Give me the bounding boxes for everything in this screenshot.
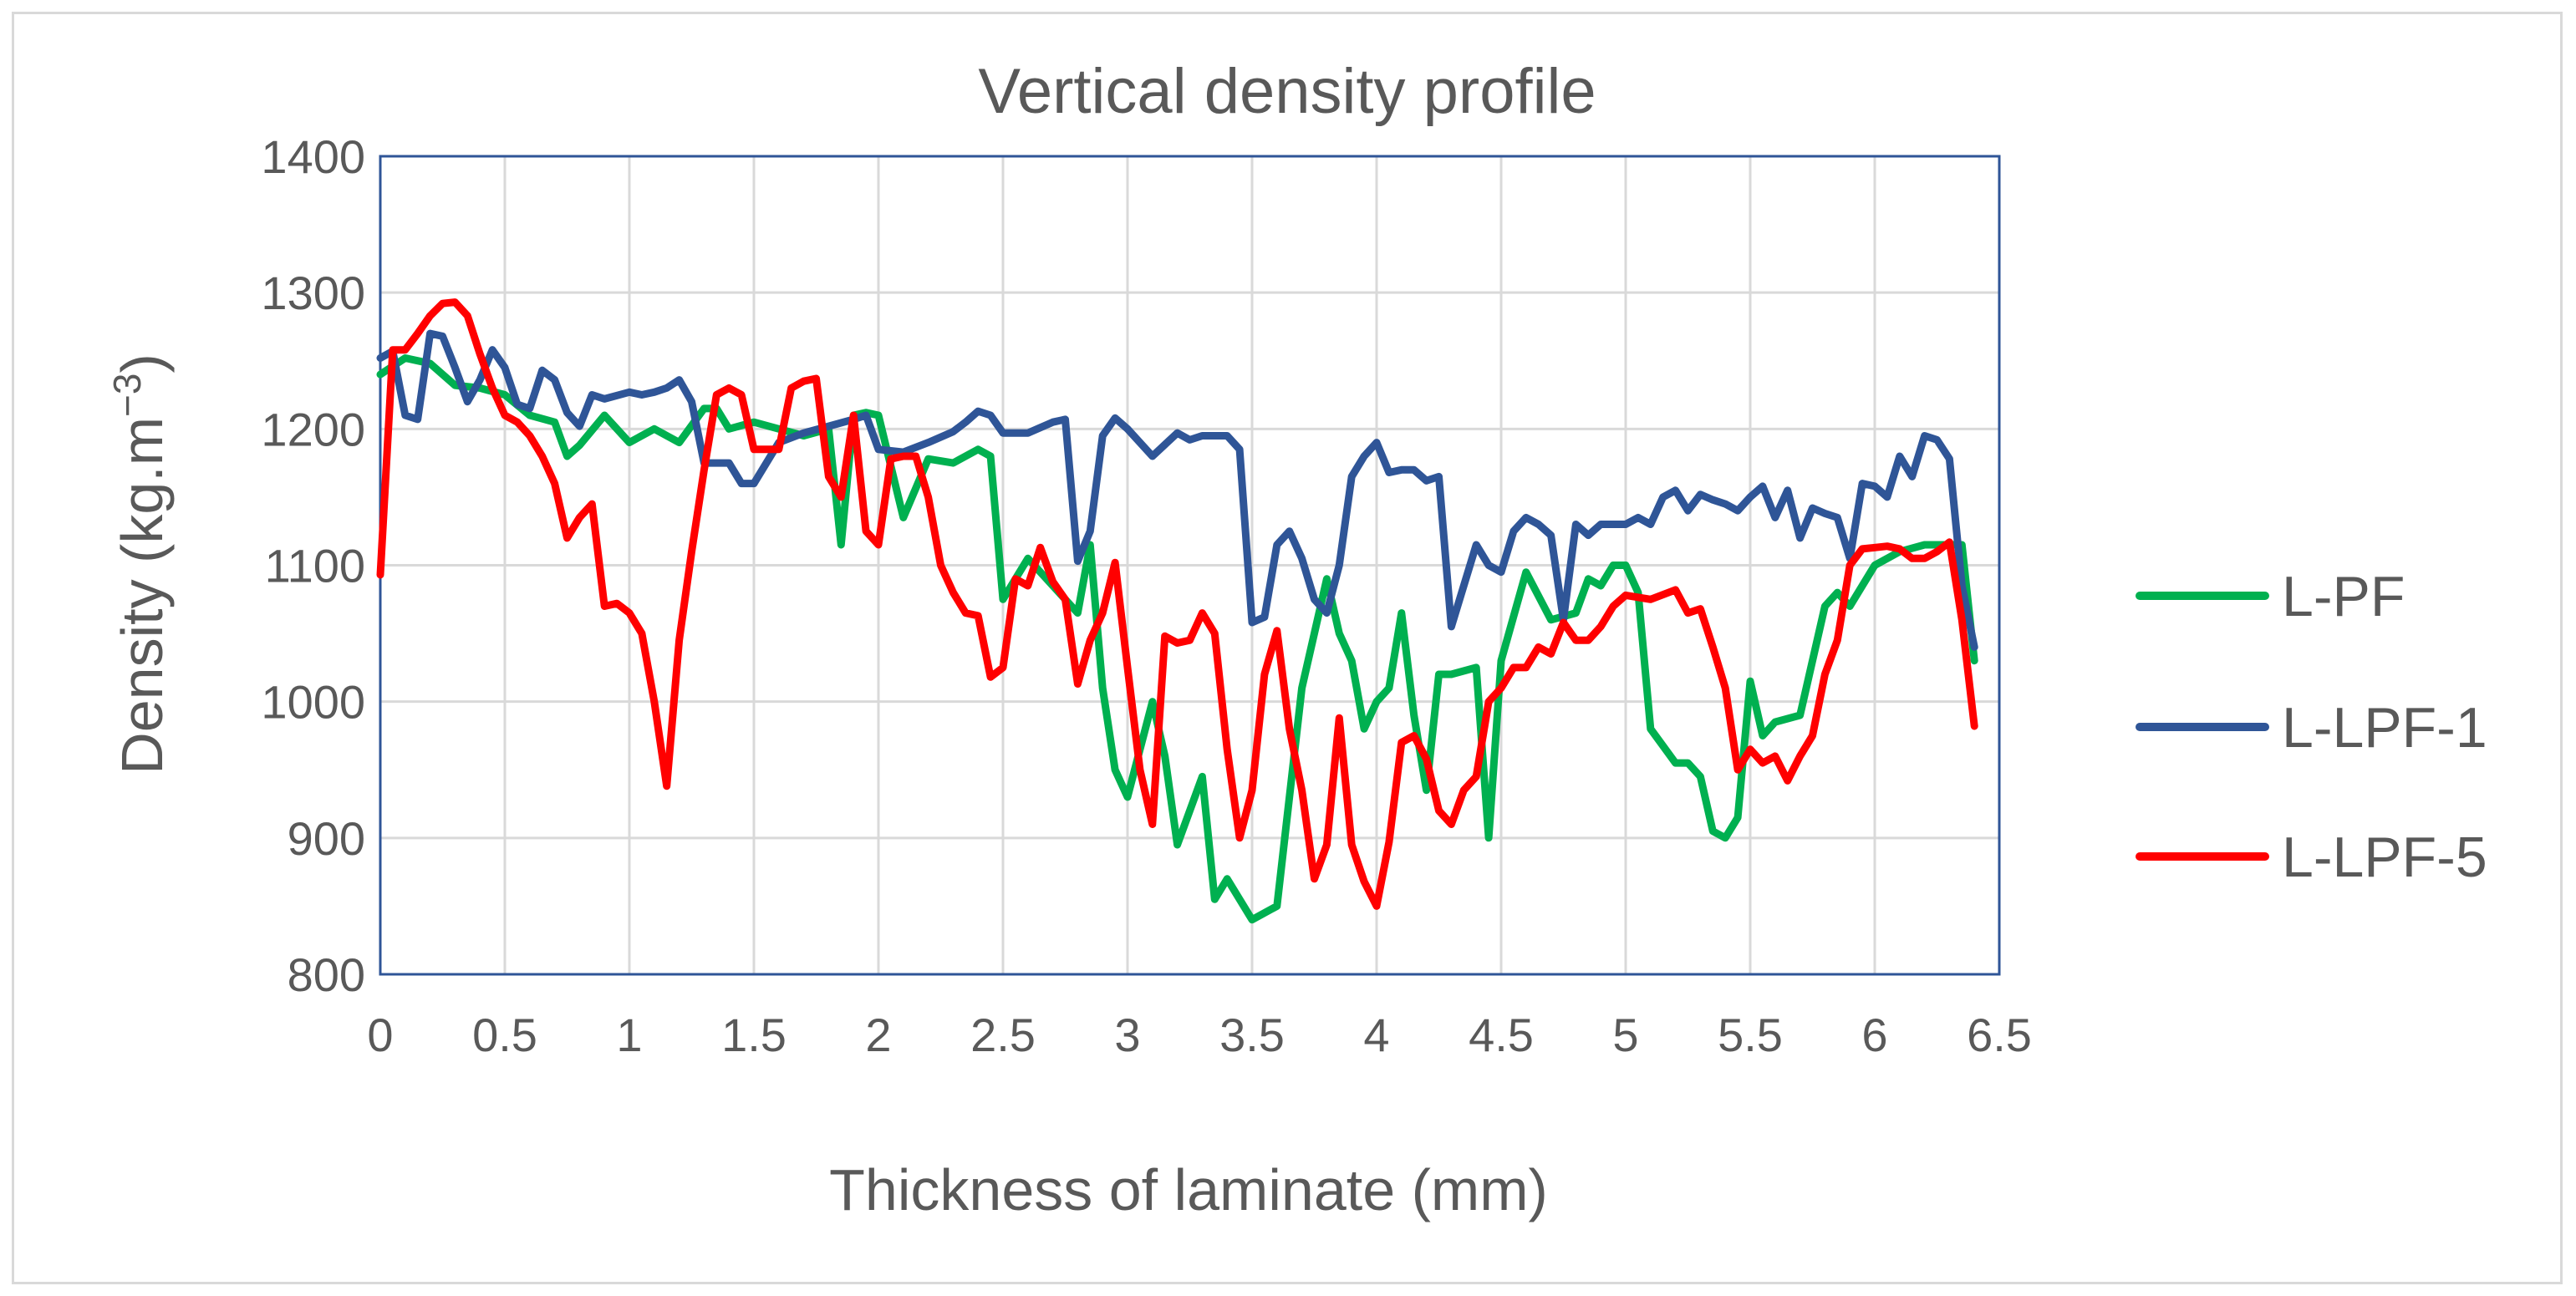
y-tick-label: 1100 (265, 540, 365, 592)
legend: L-PF L-LPF-1 L-LPF-5 (2136, 565, 2487, 889)
x-tick-label: 5 (1612, 1009, 1638, 1061)
x-tick-label: 4.5 (1469, 1009, 1534, 1061)
x-tick-label: 6.5 (1967, 1009, 2032, 1061)
series-line-l-lpf-1 (376, 329, 1978, 651)
series-lines (376, 298, 1978, 924)
y-axis-label-text: Density (kg.m (109, 417, 175, 775)
y-tick-label: 1400 (261, 130, 365, 183)
series-line-l-lpf-5 (376, 298, 1978, 910)
y-axis-label-superscript: −3 (105, 373, 149, 416)
x-tick-label: 1 (616, 1009, 642, 1061)
chart-title: Vertical density profile (978, 56, 1596, 127)
legend-label: L-LPF-1 (2282, 696, 2487, 760)
x-tick-label: 3 (1114, 1009, 1140, 1061)
y-tick-label: 900 (288, 812, 365, 865)
chart-frame (12, 12, 2563, 1284)
gridlines (379, 155, 2001, 976)
y-axis-ticks: 800 900 1000 1100 1200 1300 1400 (261, 130, 365, 1001)
x-axis-label: Thickness of laminate (mm) (829, 1157, 1548, 1222)
x-tick-label: 4 (1363, 1009, 1389, 1061)
legend-label: L-PF (2282, 565, 2405, 628)
x-tick-label: 2 (865, 1009, 891, 1061)
x-tick-label: 1.5 (721, 1009, 787, 1061)
x-tick-label: 0 (367, 1009, 393, 1061)
legend-label: L-LPF-5 (2282, 826, 2487, 889)
y-tick-label: 1000 (261, 676, 365, 729)
y-tick-label: 1200 (261, 403, 365, 455)
x-axis-ticks: 0 0.5 1 1.5 2 2.5 3 3.5 4 4.5 5 5.5 6 6.5 (367, 1009, 2032, 1061)
x-tick-label: 6 (1861, 1009, 1887, 1061)
y-axis-label: Density (kg.m−3) (105, 353, 175, 775)
x-tick-label: 5.5 (1718, 1009, 1783, 1061)
y-tick-label: 800 (288, 948, 365, 1001)
x-tick-label: 3.5 (1219, 1009, 1285, 1061)
y-axis-label-close: ) (109, 353, 175, 373)
y-tick-label: 1300 (261, 267, 365, 319)
x-tick-label: 0.5 (472, 1009, 537, 1061)
x-tick-label: 2.5 (970, 1009, 1036, 1061)
